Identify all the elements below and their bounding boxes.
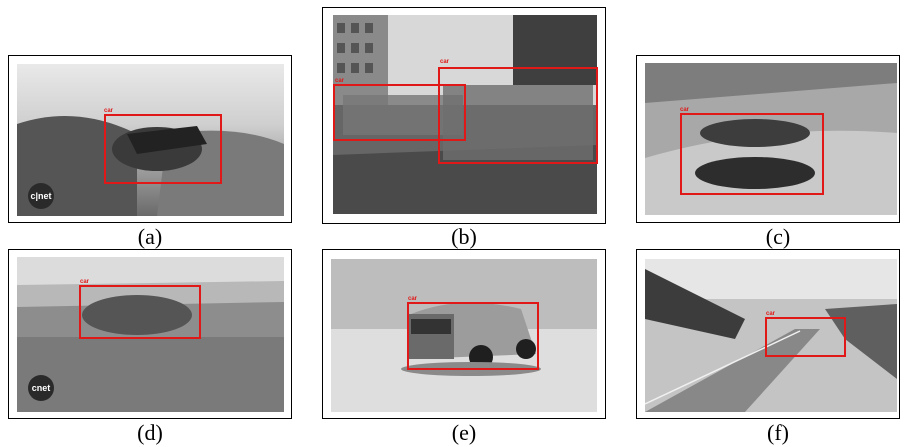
photo-c-art <box>645 63 897 215</box>
caption-a: (a) <box>137 224 163 249</box>
bbox-d <box>79 285 201 339</box>
caption-b: (b) <box>451 224 477 249</box>
caption-f: (f) <box>767 420 789 445</box>
bbox-a <box>104 114 222 184</box>
box-label-d: car <box>80 279 90 285</box>
photo-e <box>331 259 597 412</box>
photo-d <box>17 257 284 412</box>
box-label-a: car <box>104 108 114 114</box>
box-label-e: car <box>408 296 418 302</box>
caption-e: (e) <box>451 420 477 445</box>
bbox-b2 <box>438 67 598 164</box>
photo-f-art <box>645 259 897 412</box>
photo-c <box>645 63 897 215</box>
photo-a-art <box>17 64 284 216</box>
photo-b-art <box>333 15 597 214</box>
photo-a <box>17 64 284 216</box>
cnet-logo-a: c|net <box>28 183 54 209</box>
bbox-c <box>680 113 824 195</box>
box-label-f: car <box>766 311 776 317</box>
photo-e-art <box>331 259 597 412</box>
cnet-logo-d: cnet <box>28 375 54 401</box>
caption-d: (d) <box>137 420 163 445</box>
bbox-e <box>407 302 539 370</box>
photo-d-art <box>17 257 284 412</box>
bbox-f <box>765 317 846 357</box>
bbox-b1 <box>333 84 466 141</box>
box-label-b2: car <box>440 59 450 65</box>
box-label-c: car <box>680 107 690 113</box>
caption-c: (c) <box>765 224 791 249</box>
photo-f <box>645 259 897 412</box>
box-label-b1: car <box>335 78 345 84</box>
